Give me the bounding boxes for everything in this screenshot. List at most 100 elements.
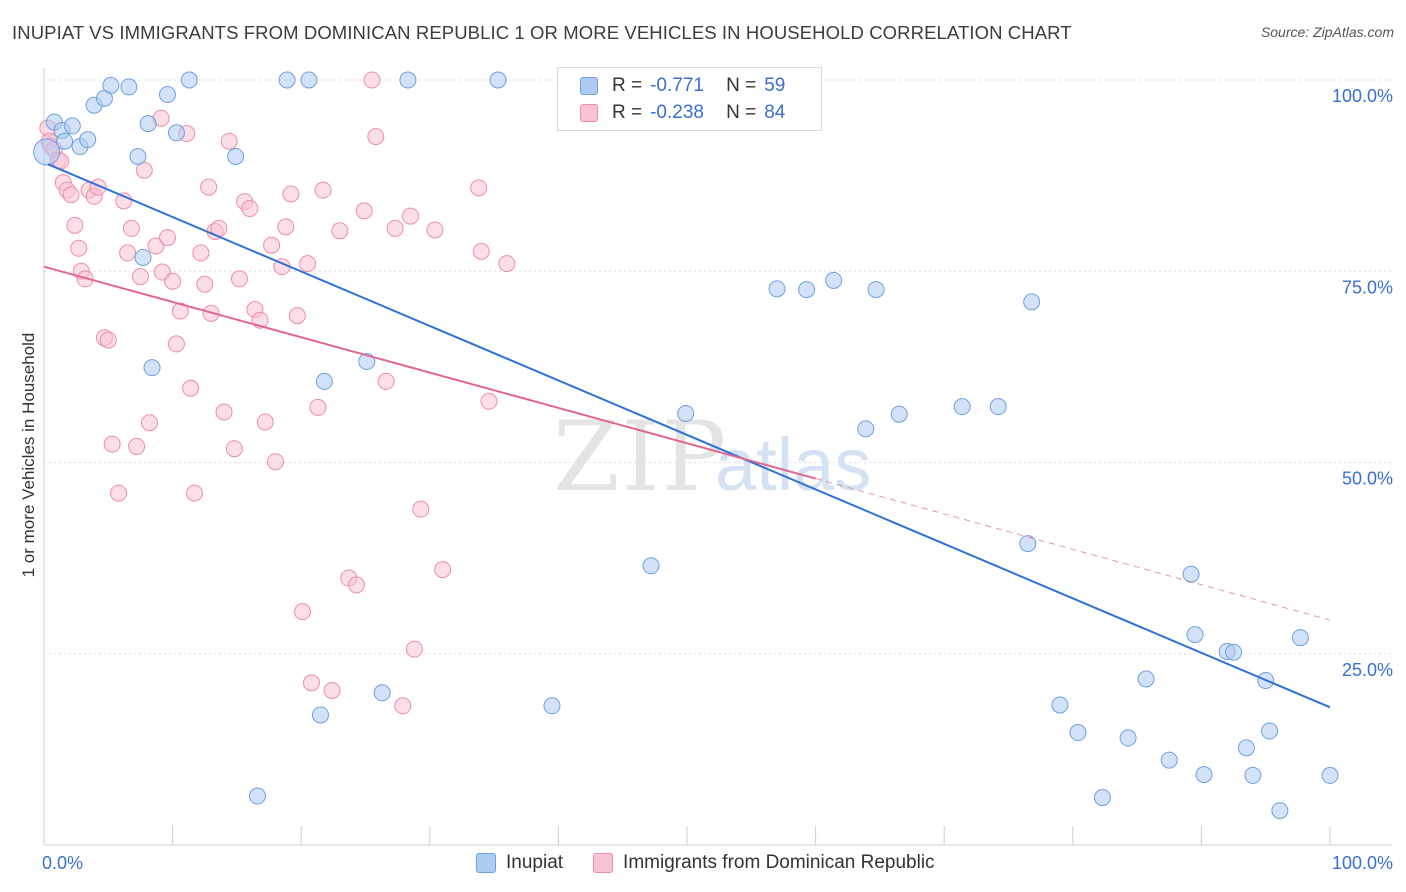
data-point-inupiat <box>1195 766 1213 784</box>
trend-lines <box>43 163 1331 709</box>
data-point-inupiat <box>1291 629 1309 647</box>
legend-r-value: -0.771 <box>650 75 704 96</box>
bottom-legend-label: Immigrants from Dominican Republic <box>623 852 935 873</box>
data-point-dominican <box>412 500 430 518</box>
watermark-zip: ZIP <box>553 401 728 513</box>
data-point-inupiat <box>120 78 138 96</box>
bottom-legend-label: Inupiat <box>506 852 564 873</box>
data-point-dominican <box>386 219 404 237</box>
data-point-inupiat <box>1182 565 1200 583</box>
data-point-inupiat <box>798 281 816 299</box>
data-point-dominican <box>182 379 200 397</box>
data-point-dominican <box>192 244 210 262</box>
data-point-inupiat <box>825 271 843 289</box>
data-point-inupiat <box>1023 293 1041 311</box>
data-point-dominican <box>220 132 238 150</box>
data-point-inupiat <box>399 71 417 89</box>
x-tick-label: 0.0% <box>42 853 83 873</box>
data-point-inupiat <box>102 76 120 94</box>
bottom-legend-dominican[interactable]: Immigrants from Dominican Republic <box>593 852 935 874</box>
watermark-atlas: atlas <box>715 423 871 506</box>
data-point-inupiat <box>1119 729 1137 747</box>
pink-points <box>39 71 753 715</box>
data-point-inupiat <box>489 71 507 89</box>
data-point-dominican <box>293 603 311 621</box>
watermark: ZIP atlas <box>553 401 871 513</box>
data-point-inupiat <box>1051 696 1069 714</box>
data-point-dominican <box>426 221 444 239</box>
data-point-inupiat <box>79 131 97 149</box>
legend-swatch-blue <box>580 77 598 95</box>
data-point-dominican <box>215 403 233 421</box>
legend-r-label: R = <box>612 75 643 96</box>
data-point-dominican <box>70 239 88 257</box>
data-point-inupiat <box>129 148 147 165</box>
y-tick-label: 100.0% <box>1332 86 1393 106</box>
data-point-dominican <box>140 414 158 432</box>
data-point-inupiat <box>1321 766 1339 784</box>
legend-n-label: N = <box>726 102 757 123</box>
trend-extension-dominican <box>815 478 1331 621</box>
data-point-inupiat <box>890 405 908 423</box>
data-point-inupiat <box>139 115 157 133</box>
data-point-dominican <box>470 179 488 197</box>
data-point-inupiat <box>373 684 391 702</box>
y-tick-label: 75.0% <box>1342 277 1393 297</box>
data-point-inupiat <box>358 353 376 371</box>
data-point-dominican <box>355 202 373 220</box>
data-point-inupiat <box>1244 766 1262 784</box>
legend-n-label: N = <box>726 75 757 96</box>
data-point-dominican <box>131 268 149 286</box>
data-point-dominican <box>164 272 182 290</box>
data-point-dominican <box>158 229 176 247</box>
data-point-dominican <box>256 413 274 431</box>
data-point-dominican <box>309 398 327 416</box>
data-point-dominican <box>128 437 146 455</box>
data-point-dominican <box>302 674 320 692</box>
data-point-dominican <box>263 236 281 254</box>
data-point-dominican <box>394 697 412 715</box>
data-point-inupiat <box>1093 789 1111 807</box>
legend-row-dominican: R = -0.238 N = 84 <box>580 102 785 124</box>
data-point-inupiat <box>311 706 329 724</box>
y-tick-label: 50.0% <box>1342 469 1393 489</box>
data-point-inupiat <box>989 398 1007 416</box>
data-point-dominican <box>367 128 385 146</box>
data-point-inupiat <box>768 280 786 298</box>
legend-r-value: -0.238 <box>650 102 704 123</box>
data-point-inupiat <box>158 86 176 104</box>
data-point-dominican <box>196 275 214 293</box>
data-point-dominican <box>110 484 128 502</box>
data-point-dominican <box>472 242 490 260</box>
data-point-inupiat <box>134 248 152 266</box>
data-point-inupiat <box>1225 643 1243 661</box>
data-point-inupiat <box>1069 724 1087 742</box>
data-point-dominican <box>331 222 349 240</box>
data-point-inupiat <box>300 71 318 89</box>
legend-swatch-pink <box>580 104 598 122</box>
data-point-dominican <box>135 161 153 179</box>
data-point-inupiat <box>33 138 61 166</box>
y-tick-label: 25.0% <box>1342 660 1393 680</box>
data-point-dominican <box>480 392 498 410</box>
data-point-inupiat <box>543 697 561 715</box>
legend-swatch-pink <box>593 853 614 873</box>
data-point-dominican <box>347 576 365 594</box>
bottom-legend-inupiat[interactable]: Inupiat <box>476 852 563 874</box>
data-point-inupiat <box>56 132 74 150</box>
data-point-dominican <box>103 435 121 453</box>
data-point-dominican <box>230 270 248 288</box>
data-point-dominican <box>122 219 140 237</box>
bottom-legend: Inupiat Immigrants from Dominican Republ… <box>476 852 965 874</box>
data-point-dominican <box>167 335 185 353</box>
data-point-dominican <box>66 216 84 234</box>
data-point-inupiat <box>167 124 185 142</box>
source-label: Source: ZipAtlas.com <box>1260 24 1394 40</box>
legend-n-value: 84 <box>764 102 786 123</box>
data-point-inupiat <box>227 148 245 165</box>
data-point-inupiat <box>1019 535 1037 553</box>
data-point-inupiat <box>1261 722 1279 740</box>
data-point-dominican <box>119 244 137 262</box>
x-tick-label: 100.0% <box>1332 853 1393 873</box>
